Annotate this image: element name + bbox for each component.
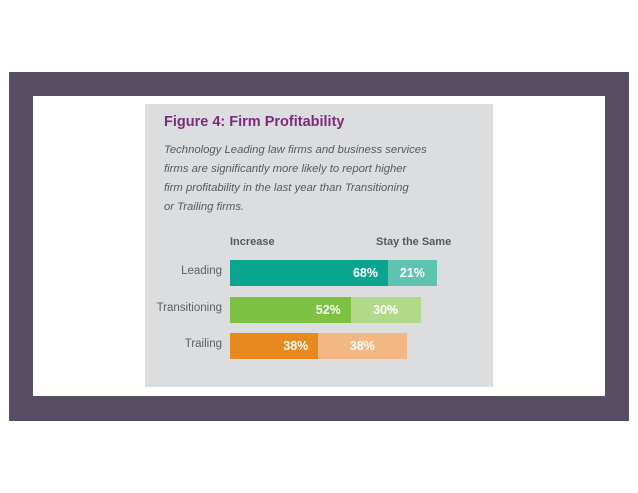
category-label: Transitioning — [156, 302, 222, 314]
data-label: 21% — [399, 266, 425, 280]
data-label: 52% — [315, 303, 341, 317]
category-label: Leading — [181, 265, 222, 277]
bar-stay-the-same: 38% — [318, 333, 407, 359]
subtitle-line: Technology Leading law firms and busines… — [164, 144, 427, 156]
data-label: 30% — [373, 303, 399, 317]
subtitle-line: or Trailing firms. — [164, 201, 245, 213]
chart-title: Figure 4: Firm Profitability — [164, 114, 345, 130]
subtitle-line: firms are significantly more likely to r… — [164, 163, 407, 175]
bar-stay-the-same: 21% — [388, 260, 437, 286]
legend-stay-the-same: Stay the Same — [376, 236, 452, 248]
subtitle-line: firm profitability in the last year than… — [164, 182, 409, 194]
data-label: 38% — [349, 339, 375, 353]
data-label: 68% — [352, 266, 378, 280]
bar-stay-the-same: 30% — [350, 297, 421, 323]
category-label: Trailing — [184, 338, 222, 350]
chart-subtitle: Technology Leading law firms and busines… — [164, 141, 464, 217]
bar-increase: 68% — [230, 260, 388, 286]
legend-increase: Increase — [230, 236, 275, 248]
bar-increase: 52% — [230, 297, 351, 323]
data-label: 38% — [283, 339, 309, 353]
bar-increase: 38% — [230, 333, 319, 359]
